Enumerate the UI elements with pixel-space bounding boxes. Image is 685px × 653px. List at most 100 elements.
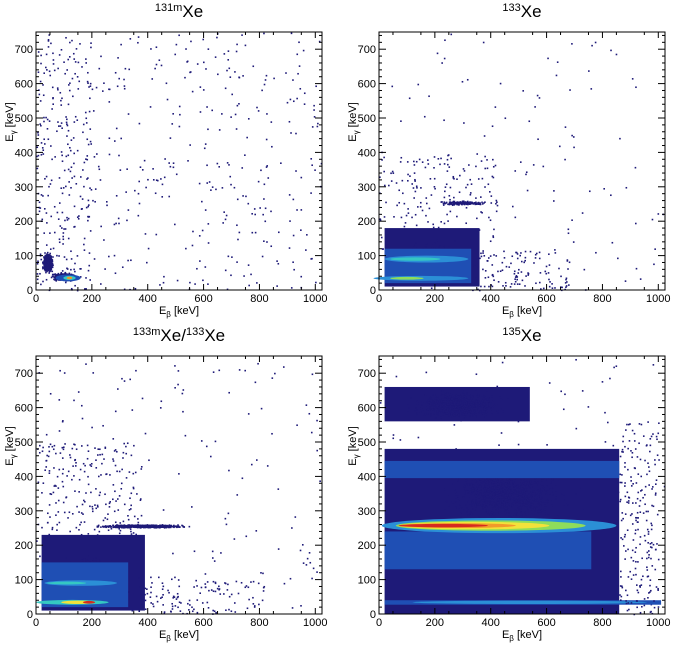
- heatmap-cell: [88, 86, 90, 88]
- heatmap-cell: [123, 442, 126, 445]
- heatmap-cell: [174, 525, 177, 528]
- heatmap-cell: [101, 90, 104, 92]
- heatmap-cell: [97, 165, 100, 168]
- heatmap-cell: [262, 572, 264, 575]
- heatmap-cell: [76, 216, 79, 219]
- heatmap-cell: [140, 600, 143, 603]
- heatmap-cell: [189, 144, 191, 146]
- heatmap-cell: [63, 256, 66, 258]
- heatmap-cell: [48, 267, 50, 270]
- heatmap-cell: [61, 480, 64, 483]
- heatmap-cell: [561, 493, 563, 495]
- heatmap-cell: [228, 469, 230, 472]
- heatmap-cell: [560, 275, 562, 278]
- heatmap-cell: [205, 68, 207, 70]
- heatmap-cell: [428, 207, 431, 210]
- heatmap-cell: [400, 120, 402, 122]
- heatmap-cell: [439, 488, 442, 490]
- heatmap-cell: [494, 164, 497, 167]
- heatmap-cell: [106, 204, 108, 207]
- heatmap-cell: [191, 606, 193, 609]
- heatmap-cell: [261, 89, 263, 92]
- heatmap-cell: [150, 591, 152, 594]
- heatmap-cell: [476, 153, 479, 155]
- heatmap-cell: [69, 149, 72, 152]
- heatmap-cell: [466, 78, 469, 81]
- heatmap-cell: [516, 283, 519, 285]
- heatmap-cell: [437, 226, 440, 229]
- heatmap-cell: [122, 526, 125, 528]
- heatmap-cell: [49, 261, 52, 264]
- heatmap-cell: [486, 159, 488, 161]
- heatmap-cell: [517, 420, 520, 423]
- heatmap-cell: [475, 373, 478, 376]
- heatmap-cell: [263, 32, 265, 35]
- heatmap-cell: [138, 525, 141, 528]
- heatmap-cell: [431, 242, 433, 245]
- heatmap-cell: [489, 501, 491, 504]
- heatmap-cell: [564, 158, 566, 161]
- heatmap-cell: [509, 286, 512, 288]
- heatmap-cell: [291, 607, 294, 609]
- heatmap-cell: [124, 525, 126, 528]
- heatmap-cell: [624, 558, 626, 560]
- heatmap-cell: [306, 557, 309, 560]
- heatmap-cell: [45, 212, 48, 214]
- heatmap-cell: [178, 526, 180, 528]
- heatmap-cell: [472, 284, 475, 286]
- heatmap-cell: [137, 192, 140, 195]
- heatmap-cell: [263, 585, 266, 588]
- heatmap-cell: [416, 247, 418, 250]
- heatmap-cell: [80, 533, 83, 536]
- heatmap-cell: [147, 524, 149, 527]
- heatmap-cell: [198, 235, 201, 237]
- heatmap-cell: [553, 190, 555, 192]
- heatmap-cell: [514, 170, 517, 172]
- heatmap-cell: [237, 238, 239, 241]
- heatmap-cell: [436, 52, 439, 55]
- heatmap-cell: [163, 611, 166, 613]
- heatmap-cell: [76, 119, 79, 121]
- heatmap-cell: [447, 163, 449, 166]
- heatmap-cell: [483, 285, 486, 288]
- heatmap-cell: [448, 247, 451, 250]
- heatmap-cell: [306, 234, 308, 236]
- heatmap-cell: [218, 166, 221, 168]
- heatmap-cell: [571, 219, 573, 221]
- heatmap-cell: [487, 276, 490, 279]
- heatmap-cell: [36, 540, 38, 542]
- heatmap-cell: [472, 203, 475, 205]
- heatmap-cell: [477, 266, 480, 268]
- heatmap-cell: [85, 117, 88, 120]
- heatmap-cell: [137, 41, 139, 44]
- heatmap-cell: [554, 252, 557, 254]
- y-tick-label: 0: [370, 285, 376, 297]
- heatmap-cell: [53, 485, 56, 487]
- heatmap-cell: [152, 605, 155, 608]
- heatmap-cell: [174, 365, 176, 367]
- heatmap-cell: [54, 273, 56, 276]
- heatmap-cell: [488, 216, 490, 219]
- heatmap-cell: [482, 478, 485, 481]
- heatmap-cell: [443, 202, 446, 205]
- heatmap-cell: [85, 277, 87, 279]
- heatmap-cell: [177, 579, 180, 581]
- heatmap-cell: [466, 183, 469, 186]
- heatmap-cell: [567, 232, 570, 235]
- heatmap-cell: [300, 275, 303, 278]
- heatmap-cell: [311, 577, 313, 580]
- heatmap-cell: [443, 163, 446, 165]
- heatmap-cell: [114, 449, 117, 451]
- heatmap-cell: [227, 50, 230, 52]
- heatmap-cell: [199, 86, 202, 88]
- heatmap-cell: [518, 283, 521, 285]
- heatmap-cell: [150, 576, 152, 579]
- heatmap-cell: [56, 475, 59, 478]
- heatmap-cell: [453, 200, 456, 203]
- heatmap-cell: [121, 266, 124, 269]
- heatmap-cell: [299, 87, 302, 90]
- heatmap-cell: [480, 255, 483, 258]
- panel-133xe: 133Xe 0 200 400 600 800 1000 0 100 200 300 400 500 60…: [343, 0, 685, 324]
- heatmap-cell: [399, 439, 402, 441]
- heatmap-cell: [244, 586, 247, 589]
